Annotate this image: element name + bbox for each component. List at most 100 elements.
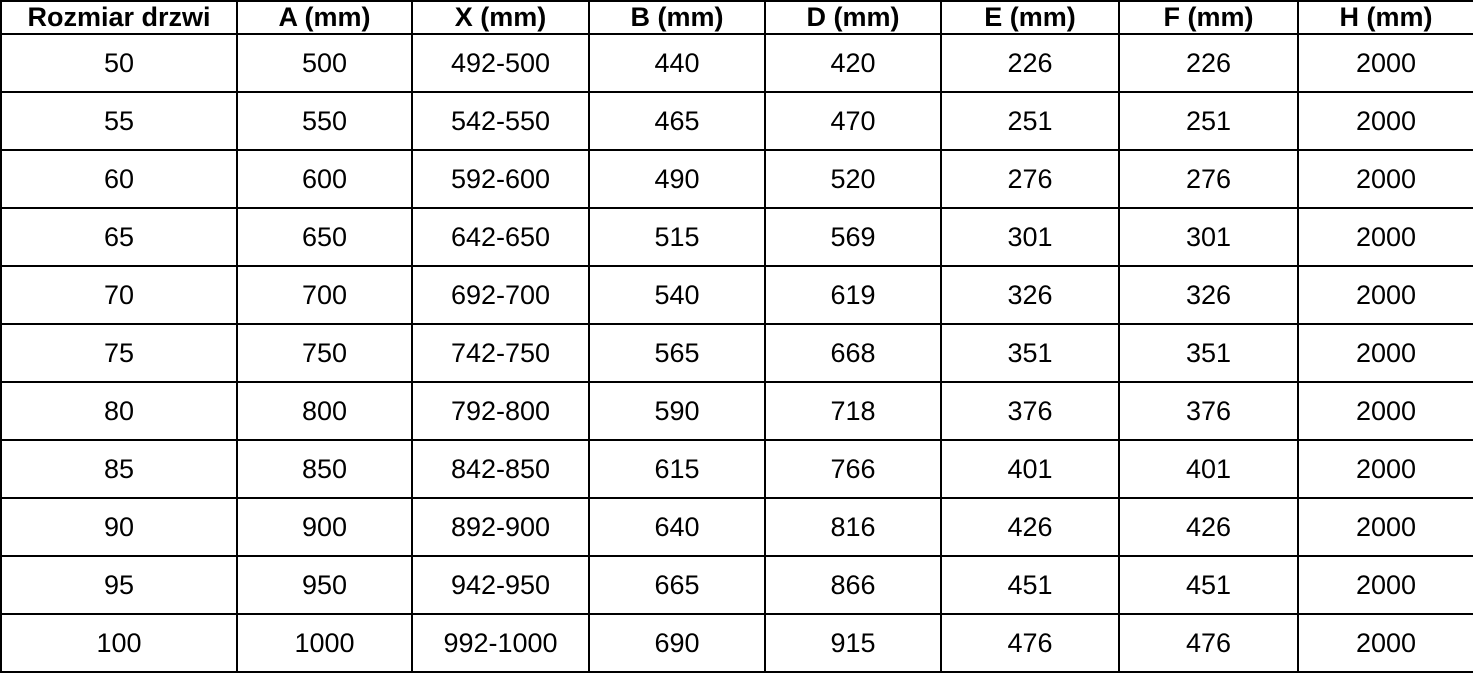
cell-b: 590 xyxy=(588,381,766,441)
cell-x: 842-850 xyxy=(411,439,590,499)
cell-d: 866 xyxy=(764,555,942,615)
cell-b: 490 xyxy=(588,149,766,209)
cell-d: 619 xyxy=(764,265,942,325)
cell-x: 792-800 xyxy=(411,381,590,441)
column-header-e: E (mm) xyxy=(940,0,1120,35)
cell-x: 642-650 xyxy=(411,207,590,267)
table-row-70: 70 700 692-700 540 619 326 326 2000 xyxy=(0,265,1473,325)
cell-a: 650 xyxy=(236,207,413,267)
cell-b: 615 xyxy=(588,439,766,499)
table-row-100: 100 1000 992-1000 690 915 476 476 2000 xyxy=(0,613,1473,673)
cell-h: 2000 xyxy=(1297,381,1473,441)
cell-d: 470 xyxy=(764,91,942,151)
column-header-a: A (mm) xyxy=(236,0,413,35)
cell-a: 700 xyxy=(236,265,413,325)
cell-x: 542-550 xyxy=(411,91,590,151)
cell-h: 2000 xyxy=(1297,555,1473,615)
cell-h: 2000 xyxy=(1297,439,1473,499)
cell-h: 2000 xyxy=(1297,613,1473,673)
cell-size: 85 xyxy=(0,439,238,499)
cell-size: 80 xyxy=(0,381,238,441)
cell-h: 2000 xyxy=(1297,33,1473,93)
cell-e: 376 xyxy=(940,381,1120,441)
cell-b: 565 xyxy=(588,323,766,383)
cell-e: 226 xyxy=(940,33,1120,93)
table-row-75: 75 750 742-750 565 668 351 351 2000 xyxy=(0,323,1473,383)
cell-size: 70 xyxy=(0,265,238,325)
cell-d: 915 xyxy=(764,613,942,673)
cell-d: 718 xyxy=(764,381,942,441)
cell-f: 276 xyxy=(1118,149,1299,209)
cell-x: 492-500 xyxy=(411,33,590,93)
column-header-rozmiar-drzwi: Rozmiar drzwi xyxy=(0,0,238,35)
table-header: Rozmiar drzwi A (mm) X (mm) B (mm) D (mm… xyxy=(0,0,1473,35)
cell-size: 100 xyxy=(0,613,238,673)
table-body: 50 500 492-500 440 420 226 226 2000 55 5… xyxy=(0,33,1473,673)
cell-b: 540 xyxy=(588,265,766,325)
cell-a: 750 xyxy=(236,323,413,383)
cell-h: 2000 xyxy=(1297,91,1473,151)
cell-x: 592-600 xyxy=(411,149,590,209)
cell-a: 800 xyxy=(236,381,413,441)
cell-b: 640 xyxy=(588,497,766,557)
cell-x: 692-700 xyxy=(411,265,590,325)
cell-b: 465 xyxy=(588,91,766,151)
column-header-f: F (mm) xyxy=(1118,0,1299,35)
cell-size: 95 xyxy=(0,555,238,615)
cell-e: 326 xyxy=(940,265,1120,325)
cell-a: 850 xyxy=(236,439,413,499)
cell-a: 500 xyxy=(236,33,413,93)
cell-size: 50 xyxy=(0,33,238,93)
column-header-d: D (mm) xyxy=(764,0,942,35)
cell-e: 251 xyxy=(940,91,1120,151)
table-row-60: 60 600 592-600 490 520 276 276 2000 xyxy=(0,149,1473,209)
cell-a: 950 xyxy=(236,555,413,615)
cell-d: 520 xyxy=(764,149,942,209)
cell-d: 420 xyxy=(764,33,942,93)
cell-d: 816 xyxy=(764,497,942,557)
cell-size: 65 xyxy=(0,207,238,267)
table-row-85: 85 850 842-850 615 766 401 401 2000 xyxy=(0,439,1473,499)
table-row-90: 90 900 892-900 640 816 426 426 2000 xyxy=(0,497,1473,557)
column-header-h: H (mm) xyxy=(1297,0,1473,35)
cell-x: 942-950 xyxy=(411,555,590,615)
column-header-x: X (mm) xyxy=(411,0,590,35)
cell-size: 75 xyxy=(0,323,238,383)
cell-e: 426 xyxy=(940,497,1120,557)
cell-b: 440 xyxy=(588,33,766,93)
cell-e: 451 xyxy=(940,555,1120,615)
table-row-95: 95 950 942-950 665 866 451 451 2000 xyxy=(0,555,1473,615)
cell-d: 569 xyxy=(764,207,942,267)
cell-f: 451 xyxy=(1118,555,1299,615)
cell-e: 476 xyxy=(940,613,1120,673)
column-header-b: B (mm) xyxy=(588,0,766,35)
cell-f: 376 xyxy=(1118,381,1299,441)
cell-size: 55 xyxy=(0,91,238,151)
cell-e: 301 xyxy=(940,207,1120,267)
table-row-50: 50 500 492-500 440 420 226 226 2000 xyxy=(0,33,1473,93)
cell-a: 600 xyxy=(236,149,413,209)
table-row-80: 80 800 792-800 590 718 376 376 2000 xyxy=(0,381,1473,441)
cell-h: 2000 xyxy=(1297,497,1473,557)
cell-d: 766 xyxy=(764,439,942,499)
cell-f: 326 xyxy=(1118,265,1299,325)
cell-a: 550 xyxy=(236,91,413,151)
cell-f: 351 xyxy=(1118,323,1299,383)
cell-e: 351 xyxy=(940,323,1120,383)
cell-e: 276 xyxy=(940,149,1120,209)
cell-a: 1000 xyxy=(236,613,413,673)
table-row-65: 65 650 642-650 515 569 301 301 2000 xyxy=(0,207,1473,267)
cell-size: 60 xyxy=(0,149,238,209)
cell-b: 515 xyxy=(588,207,766,267)
cell-f: 401 xyxy=(1118,439,1299,499)
cell-x: 892-900 xyxy=(411,497,590,557)
cell-size: 90 xyxy=(0,497,238,557)
cell-f: 251 xyxy=(1118,91,1299,151)
cell-h: 2000 xyxy=(1297,323,1473,383)
cell-h: 2000 xyxy=(1297,265,1473,325)
cell-x: 992-1000 xyxy=(411,613,590,673)
cell-f: 426 xyxy=(1118,497,1299,557)
cell-b: 665 xyxy=(588,555,766,615)
cell-f: 476 xyxy=(1118,613,1299,673)
